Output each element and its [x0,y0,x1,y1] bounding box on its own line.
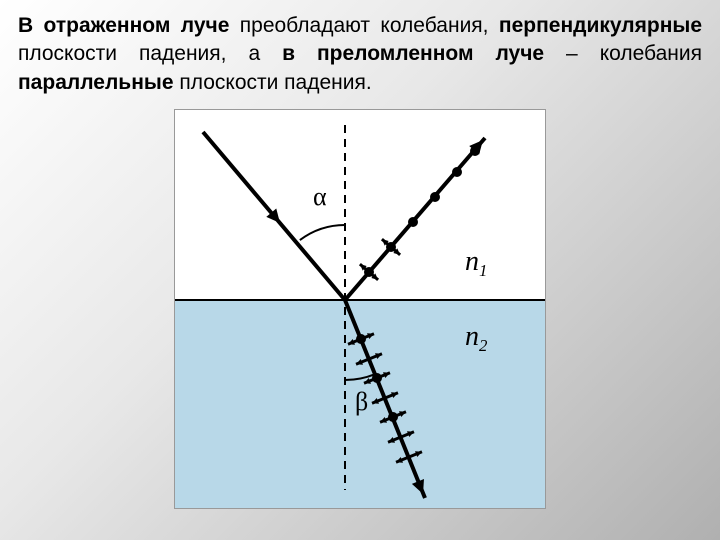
caption-seg6: – колебания [544,42,702,65]
caption-seg7: параллельные [18,71,174,94]
caption-seg2: преобладают колебания, [229,14,499,37]
caption-seg1: В отраженном луче [18,14,229,37]
caption-seg3: перпендикулярные [499,14,702,37]
diagram-container: αβn1n2 [0,109,720,509]
caption-text: В отраженном луче преобладают колебания,… [0,0,720,105]
svg-text:n1: n1 [465,246,487,280]
caption-seg4: плоскости падения, а [18,42,282,65]
svg-text:β: β [355,387,368,416]
caption-seg8: плоскости падения. [174,71,372,94]
polarization-diagram: αβn1n2 [175,110,545,508]
diagram-frame: αβn1n2 [174,109,546,509]
caption-seg5: в преломленном луче [282,42,544,65]
svg-text:α: α [313,182,327,211]
